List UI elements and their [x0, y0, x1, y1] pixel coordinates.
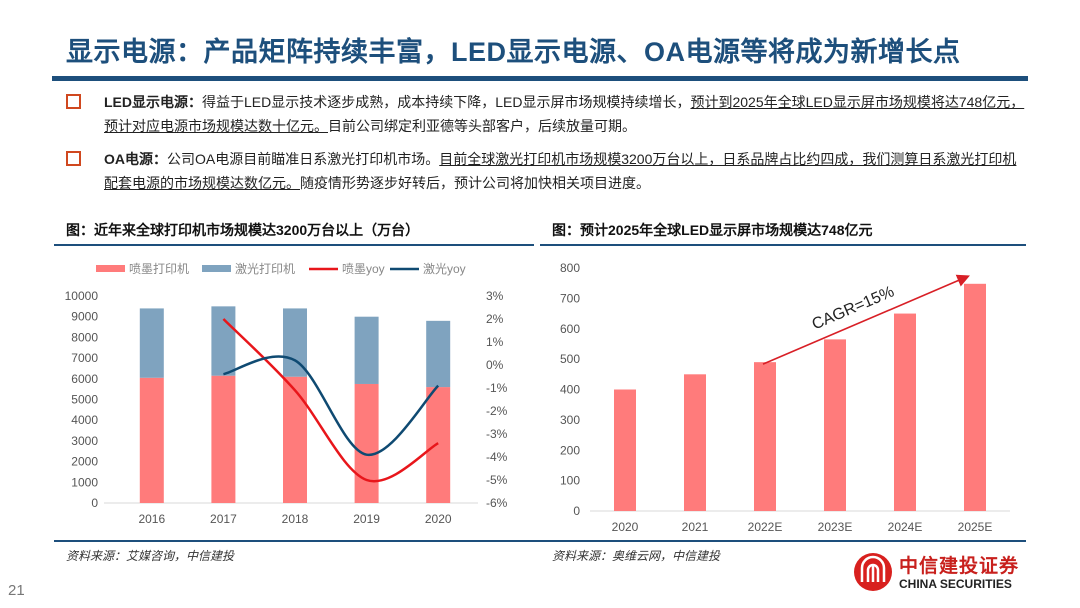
y-tick-label: 7000 — [71, 351, 98, 365]
bar-2020 — [614, 389, 636, 511]
y-tick-label: 5000 — [71, 393, 98, 407]
bar-inkjet-2020 — [426, 387, 451, 503]
x-tick-label: 2025E — [958, 520, 993, 534]
y-tick-label: 400 — [560, 383, 580, 397]
y-tick-label: 200 — [560, 443, 580, 457]
x-tick-label: 2018 — [282, 512, 309, 526]
y-tick-label: 9000 — [71, 310, 98, 324]
bullet-square-icon — [66, 151, 81, 166]
title-divider — [52, 76, 1028, 81]
bullet-text: OA电源：公司OA电源目前瞄准日系激光打印机市场。目前全球激光打印机市场规模32… — [104, 147, 1026, 195]
y2-tick-label: -3% — [486, 427, 508, 441]
bar-inkjet-2016 — [139, 377, 164, 503]
y2-tick-label: 3% — [486, 289, 504, 303]
bar-inkjet-2017 — [211, 375, 236, 503]
bullet-led-power: LED显示电源：得益于LED显示技术逐步成熟，成本持续下降，LED显示屏市场规模… — [66, 90, 1026, 138]
x-tick-label: 2017 — [210, 512, 237, 526]
right-figure-title: 图：预计2025年全球LED显示屏市场规模达748亿元 — [552, 222, 873, 238]
line-inkjet-yoy — [222, 318, 439, 483]
y-tick-label: 6000 — [71, 372, 98, 386]
y-tick-label: 800 — [560, 261, 580, 275]
y-tick-label: 500 — [560, 352, 580, 366]
led-market-chart: 0 100 200 300 400 500 600 700 800 2020 2021 2022E 20… — [560, 261, 1010, 534]
bar-inkjet-2018 — [283, 376, 307, 503]
y-tick-label: 100 — [560, 474, 580, 488]
y-tick-label: 8000 — [71, 330, 98, 344]
logo-chinese-name: 中信建投证券 — [899, 555, 1020, 577]
bullet-plain: 公司OA电源目前瞄准日系激光打印机市场。 — [167, 151, 440, 167]
y2-tick-label: -4% — [486, 450, 508, 464]
y2-tick-label: 1% — [486, 335, 504, 349]
y-tick-label: 3000 — [71, 434, 98, 448]
left-figure-title: 图：近年来全球打印机市场规模达3200万台以上（万台） — [66, 222, 420, 238]
y2-tick-label: 2% — [486, 312, 504, 326]
bar-inkjet-2019 — [354, 383, 379, 503]
footer-divider — [54, 540, 1026, 542]
bar-2025E — [964, 283, 986, 511]
legend-label-2: 喷墨yoy — [342, 262, 385, 276]
y-tick-label: 4000 — [71, 413, 98, 427]
legend-label-3: 激光yoy — [423, 262, 466, 276]
x-tick-label: 2024E — [888, 520, 923, 534]
page-title: 显示电源：产品矩阵持续丰富，LED显示电源、OA电源等将成为新增长点 — [66, 37, 961, 67]
bar-laser-2019 — [354, 316, 379, 384]
bar-2022E — [754, 362, 776, 511]
y2-tick-label: -6% — [486, 496, 508, 510]
left-source-note: 资料来源：艾媒咨询，中信建投 — [66, 549, 235, 563]
bar-laser-2017 — [211, 306, 236, 376]
y2-tick-label: -2% — [486, 404, 508, 418]
y-tick-label: 2000 — [71, 455, 98, 469]
x-tick-label: 2023E — [818, 520, 853, 534]
bullet-text: LED显示电源：得益于LED显示技术逐步成熟，成本持续下降，LED显示屏市场规模… — [104, 90, 1026, 138]
y-tick-label: 600 — [560, 322, 580, 336]
printer-market-chart: 喷墨打印机 激光打印机 喷墨yoy 激光yoy 0 1000 2000 3000 4000 500… — [65, 262, 508, 526]
x-tick-label: 2021 — [682, 520, 709, 534]
y-tick-label: 300 — [560, 413, 580, 427]
bar-2021 — [684, 374, 706, 511]
bullet-plain-tail: 目前公司绑定利亚德等头部客户，后续放量可期。 — [328, 118, 636, 134]
bar-laser-2016 — [139, 308, 164, 378]
bullet-lead: OA电源： — [104, 151, 167, 167]
legend-label-1: 激光打印机 — [235, 262, 295, 276]
bullet-underlined: 目前全球激光打印机市场规模3200万台以上，日系品牌占比约四成，我们测算日系激光… — [104, 151, 1017, 191]
y-tick-label: 1000 — [71, 475, 98, 489]
bullet-underlined: 预计到2025年全球LED显示屏市场规模将达748亿元，预计对应电源市场规模达数… — [104, 94, 1025, 134]
y-tick-label: 0 — [91, 496, 98, 510]
legend-swatch-0 — [96, 265, 125, 272]
logo-english-name: CHINA SECURITIES — [899, 577, 1012, 591]
y-tick-label: 10000 — [65, 289, 99, 303]
y2-tick-label: -1% — [486, 381, 508, 395]
bullet-square-icon — [66, 94, 81, 109]
company-logo: 中信建投证券 CHINA SECURITIES — [853, 550, 1033, 596]
bar-2023E — [824, 339, 846, 511]
left-figure-divider — [54, 244, 534, 246]
x-tick-label: 2016 — [138, 512, 165, 526]
x-tick-label: 2022E — [748, 520, 783, 534]
x-tick-label: 2020 — [425, 512, 452, 526]
cagr-arrow — [762, 274, 970, 365]
x-tick-label: 2020 — [612, 520, 639, 534]
bullet-plain: 得益于LED显示技术逐步成熟，成本持续下降，LED显示屏市场规模持续增长， — [202, 94, 691, 110]
right-source-note: 资料来源：奥维云网，中信建投 — [552, 549, 721, 563]
legend-label-0: 喷墨打印机 — [129, 262, 189, 276]
citic-logo-icon — [854, 553, 892, 591]
right-figure-divider — [540, 244, 1026, 246]
y-tick-label: 0 — [573, 504, 580, 518]
y2-tick-label: -5% — [486, 473, 508, 487]
y2-tick-label: 0% — [486, 358, 504, 372]
bullet-oa-power: OA电源：公司OA电源目前瞄准日系激光打印机市场。目前全球激光打印机市场规模32… — [66, 147, 1026, 195]
bullet-lead: LED显示电源： — [104, 94, 202, 110]
bar-laser-2020 — [426, 320, 451, 388]
x-tick-label: 2019 — [353, 512, 380, 526]
bar-2024E — [894, 313, 916, 511]
line-laser-yoy — [223, 355, 440, 456]
y-tick-label: 700 — [560, 291, 580, 305]
bullet-plain-tail: 随疫情形势逐步好转后，预计公司将加快相关项目进度。 — [300, 175, 650, 191]
legend-swatch-1 — [202, 265, 231, 272]
page-number: 21 — [8, 582, 25, 599]
